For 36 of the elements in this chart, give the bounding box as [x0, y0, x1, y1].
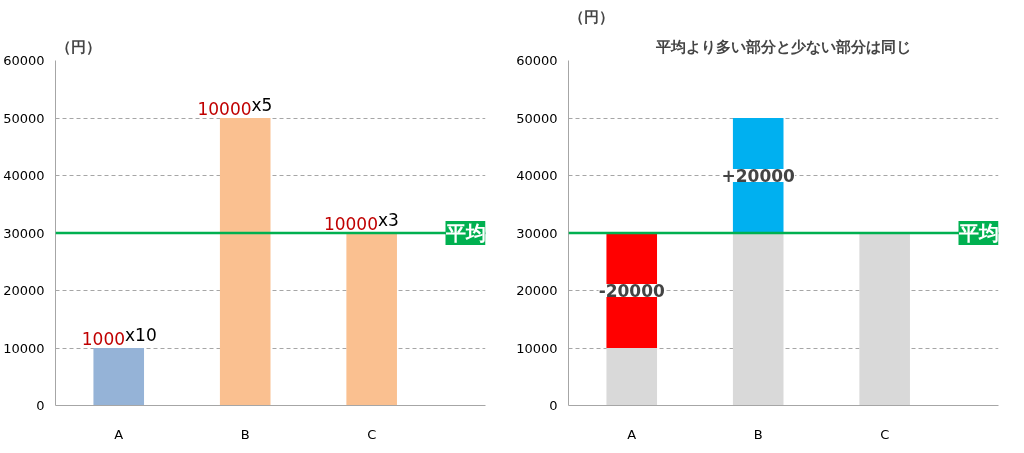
y-tick-label: 0: [549, 398, 558, 413]
bar: [606, 348, 658, 406]
y-axis-title: （円）: [568, 7, 614, 26]
chart-title: 平均より多い部分と少ない部分は同じ: [655, 37, 911, 56]
annotation: 10000x5: [197, 95, 273, 119]
bar: [732, 233, 784, 406]
annotation: +20000: [721, 166, 796, 186]
y-axis-title: （円）: [55, 37, 101, 56]
y-tick-label: 10000: [3, 340, 45, 356]
x-tick-label: B: [753, 426, 763, 442]
y-tick-label: 50000: [3, 110, 45, 126]
y-tick-label: 60000: [516, 53, 558, 68]
y-tick-label: 60000: [3, 53, 45, 68]
y-tick-label: 20000: [516, 283, 558, 298]
x-tick-label: B: [240, 426, 250, 442]
y-tick-label: 10000: [516, 340, 558, 356]
y-tick-label: 40000: [3, 168, 45, 183]
y-tick-label: 40000: [516, 168, 558, 183]
annotation: 10000x3: [323, 210, 399, 234]
ref-line-label: 平均: [444, 221, 486, 245]
x-tick-label: A: [114, 426, 124, 442]
y-tick-label: 30000: [516, 225, 558, 241]
annotation: 1000x10: [81, 325, 157, 349]
y-tick-label: 20000: [3, 283, 45, 298]
ref-line-label: 平均: [957, 221, 999, 245]
bar: [346, 233, 397, 406]
x-tick-label: C: [367, 426, 377, 442]
y-tick-label: 0: [36, 398, 45, 413]
bar: [93, 348, 145, 406]
y-tick-label: 30000: [3, 225, 45, 241]
bar: [219, 118, 271, 406]
y-tick-label: 50000: [516, 110, 558, 126]
annotation: -20000: [598, 281, 666, 301]
x-tick-label: C: [880, 426, 890, 442]
x-tick-label: A: [627, 426, 637, 442]
bar: [859, 233, 910, 406]
